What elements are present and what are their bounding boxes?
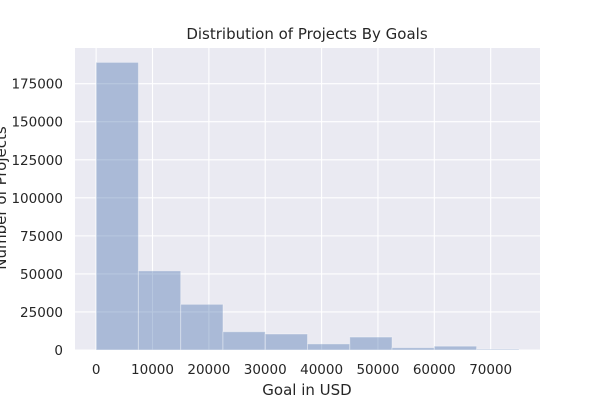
grid-lines	[75, 48, 540, 351]
y-tick-label: 150000	[11, 115, 63, 131]
x-tick-label: 0	[92, 362, 101, 378]
histogram-bar	[307, 343, 351, 351]
y-tick-label: 175000	[11, 77, 63, 93]
histogram-bar	[391, 347, 435, 351]
histogram-bar	[264, 333, 308, 351]
histogram-bar	[349, 336, 393, 351]
x-tick-labels: 0 10000 20000 30000 40000 50000 60000 70000	[92, 362, 512, 378]
histogram-bar	[476, 348, 520, 351]
y-tick-label: 0	[54, 343, 63, 359]
histogram-bar	[433, 345, 478, 351]
histogram-bar	[137, 270, 182, 351]
x-tick-label: 60000	[413, 362, 456, 378]
x-tick-label: 40000	[300, 362, 343, 378]
y-tick-label: 125000	[11, 153, 63, 169]
y-tick-label: 25000	[20, 305, 63, 321]
x-tick-label: 30000	[244, 362, 287, 378]
chart-title: Distribution of Projects By Goals	[186, 25, 428, 43]
x-tick-label: 70000	[469, 362, 512, 378]
x-axis-label: Goal in USD	[262, 381, 351, 399]
histogram-bar	[95, 61, 139, 351]
histogram-bar	[180, 303, 224, 351]
histogram-bar	[222, 331, 266, 351]
x-tick-label: 10000	[131, 362, 174, 378]
y-tick-labels: 0 25000 50000 75000 100000 125000 150000 175000	[11, 77, 63, 359]
x-tick-label: 20000	[187, 362, 230, 378]
y-tick-label: 75000	[20, 229, 63, 245]
y-axis-label: Number of Projects	[0, 126, 10, 270]
x-tick-label: 50000	[356, 362, 399, 378]
y-tick-label: 100000	[11, 191, 63, 207]
bars	[95, 61, 520, 351]
y-tick-label: 50000	[20, 267, 63, 283]
